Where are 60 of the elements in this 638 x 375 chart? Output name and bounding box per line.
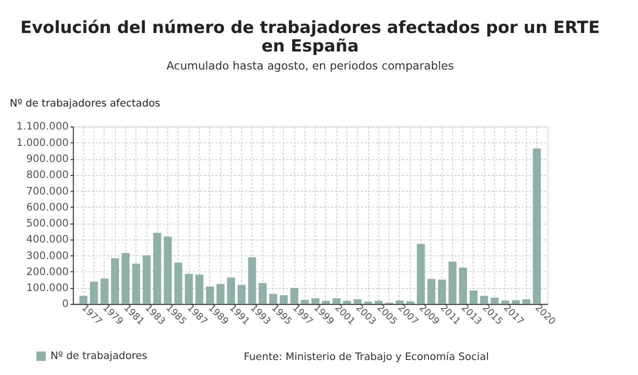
bar [522,299,530,304]
y-tick-label: 300.000 [26,250,69,262]
bar [459,268,467,304]
bar [490,298,499,304]
legend-label: Nº de trabajadores [50,350,148,362]
y-tick-label: 100.000 [26,282,69,294]
y-tick-label: 800.000 [26,169,69,182]
bar [343,300,352,304]
bar [216,284,224,304]
bar [248,257,256,304]
bar [332,298,340,304]
source-note: Fuente: Ministerio de Trabajo y Economía Social [244,350,489,363]
y-tick-label: 700.000 [26,185,69,198]
bar [512,300,520,304]
y-tick-label: 600.000 [26,201,69,214]
bar [280,295,288,304]
bar [90,282,98,304]
bar [311,298,320,304]
bar [300,300,309,304]
bar [322,300,330,304]
bar [532,148,541,304]
bar [438,280,446,304]
text: en España [261,36,359,56]
bar [480,296,488,304]
bar [122,252,130,304]
y-tick-label: 400.000 [26,234,69,246]
bar [416,244,425,304]
bar [269,294,278,304]
y-axis-title: Nº de trabajadores afectados [10,97,160,110]
chart-subtitle: Acumulado hasta agosto, en periodos comparables [166,59,454,72]
bar [354,299,362,304]
bar [79,296,88,304]
y-tick-label: 1.100.000 [16,120,69,133]
bar [153,232,162,304]
bar [427,278,436,304]
bar [174,262,182,304]
bar [184,274,193,304]
bar [142,255,151,304]
bar [238,284,246,304]
bar [448,262,456,304]
bar [164,236,172,304]
bar [258,282,267,304]
bar [111,258,120,304]
y-tick-label: 1.000.000 [16,136,69,149]
bar [501,300,510,304]
y-tick-label: 900.000 [26,152,69,165]
bar [406,301,414,304]
bar [396,300,404,304]
text: Evolución del número de trabajadores afectados por un ERTE [20,17,600,38]
bar [374,300,383,304]
bar [290,288,298,304]
bar [206,286,214,304]
bar [132,264,140,304]
y-tick-label: 0 [62,298,69,310]
bar [195,274,204,304]
y-tick-label: 200.000 [26,266,69,278]
bar [227,278,236,304]
y-tick-label: 500.000 [26,218,69,230]
bar [100,278,108,304]
bar [470,290,478,304]
